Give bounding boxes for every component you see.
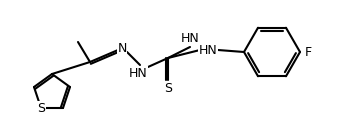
Text: HN: HN [199,44,217,57]
Text: S: S [37,102,45,115]
Text: HN: HN [129,66,147,80]
Text: S: S [164,81,172,94]
Text: F: F [304,46,311,59]
Text: N: N [117,41,127,54]
Text: HN: HN [181,32,199,45]
